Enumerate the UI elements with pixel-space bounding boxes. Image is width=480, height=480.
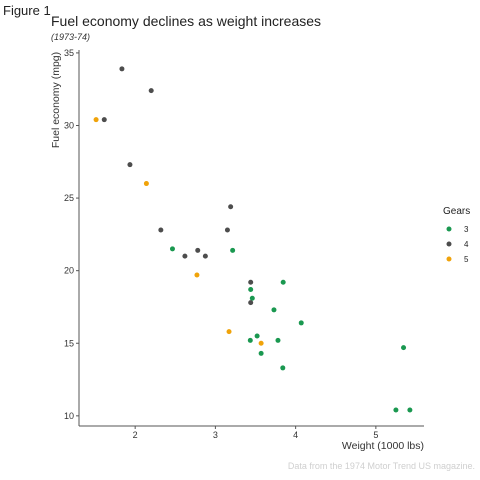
point-gear-4 bbox=[182, 253, 188, 259]
figure-label: Figure 1 bbox=[3, 3, 51, 18]
y-tick-label: 15 bbox=[64, 338, 74, 348]
point-gear-4 bbox=[224, 227, 230, 233]
x-axis-label: Weight (1000 lbs) bbox=[342, 440, 424, 452]
y-tick-label: 30 bbox=[64, 120, 74, 130]
point-gear-5 bbox=[226, 329, 232, 335]
point-gear-3 bbox=[258, 350, 264, 356]
point-gear-5 bbox=[194, 272, 200, 278]
point-gear-3 bbox=[254, 333, 260, 339]
point-gear-3 bbox=[401, 345, 407, 351]
point-gear-3 bbox=[275, 337, 281, 343]
point-gear-4 bbox=[248, 279, 254, 285]
point-gear-3 bbox=[271, 307, 277, 313]
point-gear-4 bbox=[228, 204, 234, 210]
point-gear-3 bbox=[280, 365, 286, 371]
point-gear-5 bbox=[93, 117, 99, 123]
point-gear-3 bbox=[393, 407, 399, 413]
point-gear-4 bbox=[195, 247, 201, 253]
y-axis-label: Fuel economy (mpg) bbox=[50, 52, 62, 148]
point-gear-3 bbox=[247, 337, 253, 343]
y-tick-label: 20 bbox=[64, 266, 74, 276]
legend-marker-gear-4 bbox=[446, 241, 452, 247]
y-tick-label: 25 bbox=[64, 193, 74, 203]
point-gear-4 bbox=[101, 117, 107, 123]
legend-label-gear-4: 4 bbox=[464, 240, 469, 249]
point-gear-3 bbox=[298, 320, 304, 326]
point-gear-3 bbox=[230, 247, 236, 253]
point-gear-3 bbox=[248, 287, 254, 293]
point-gear-3 bbox=[407, 407, 413, 413]
chart-subtitle: (1973-74) bbox=[51, 32, 90, 42]
x-tick-label: 3 bbox=[213, 430, 218, 440]
data-points bbox=[93, 66, 413, 413]
point-gear-3 bbox=[169, 246, 175, 252]
point-gear-4 bbox=[248, 300, 254, 306]
chart-title: Fuel economy declines as weight increase… bbox=[51, 13, 321, 29]
point-gear-4 bbox=[148, 88, 154, 94]
legend-title: Gears bbox=[443, 206, 470, 217]
legend-label-gear-3: 3 bbox=[464, 225, 469, 234]
legend-label-gear-5: 5 bbox=[464, 255, 469, 264]
x-tick-label: 4 bbox=[293, 430, 298, 440]
legend-marker-gear-5 bbox=[446, 256, 452, 262]
axes: 2 3 4 5 10 15 20 25 30 35 bbox=[64, 48, 424, 440]
x-tick-label: 5 bbox=[373, 430, 378, 440]
legend-marker-gear-3 bbox=[446, 226, 452, 232]
x-tick-label: 2 bbox=[133, 430, 138, 440]
y-tick-label: 35 bbox=[64, 48, 74, 58]
point-gear-4 bbox=[202, 253, 208, 259]
point-gear-3 bbox=[249, 295, 255, 301]
point-gear-4 bbox=[127, 162, 133, 168]
point-gear-4 bbox=[158, 227, 164, 233]
y-tick-label: 10 bbox=[64, 411, 74, 421]
point-gear-3 bbox=[280, 279, 286, 285]
legend: 3 4 5 bbox=[446, 225, 469, 264]
point-gear-5 bbox=[258, 340, 264, 346]
point-gear-5 bbox=[143, 181, 149, 187]
caption: Data from the 1974 Motor Trend US magazi… bbox=[288, 461, 475, 471]
point-gear-4 bbox=[119, 66, 125, 72]
